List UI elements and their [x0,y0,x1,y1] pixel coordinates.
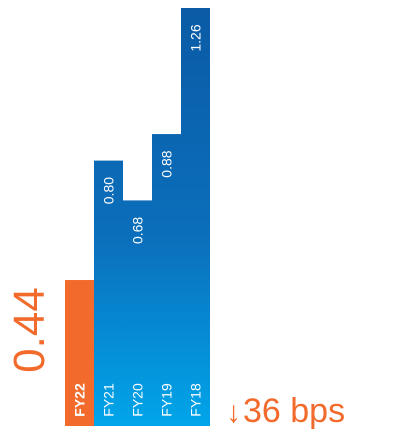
change-indicator: ↓36 bps [226,392,345,431]
bar-fy19 [152,134,181,427]
fy22-value-callout: 0.44 [0,280,70,380]
value-label-fy20: 0.68 [130,217,146,244]
value-label-fy21: 0.80 [101,177,117,204]
down-arrow-icon: ↓ [226,396,241,429]
category-label-fy21: FY21 [101,383,117,417]
change-text: 36 bps [243,392,346,430]
category-label-fy20: FY20 [130,383,146,417]
bar-fy18 [181,8,210,426]
fy22-value: 0.44 [5,287,54,373]
category-label-fy19: FY19 [159,383,175,417]
bar-fy20 [123,200,152,426]
category-label-fy22: FY22 [72,383,88,417]
value-label-fy19: 0.88 [159,150,175,177]
bar-fy21 [94,160,123,426]
category-label-fy18: FY18 [188,383,204,417]
bar-fy22 [65,280,94,426]
value-label-fy18: 1.26 [188,24,204,51]
